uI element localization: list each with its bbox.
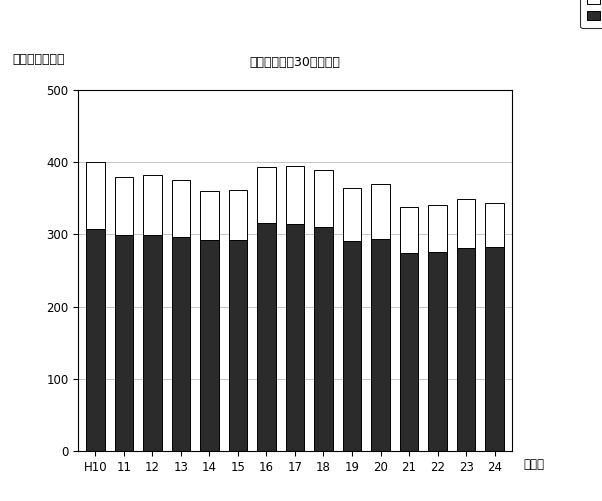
Text: （単位：千円）: （単位：千円）	[12, 53, 64, 66]
Bar	[86, 229, 105, 451]
Text: （年）: （年）	[524, 458, 545, 471]
Bar	[400, 253, 418, 451]
Bar	[172, 236, 190, 451]
Legend: □特別に支給する手当, ■きまって支給する給与: □特別に支給する手当, ■きまって支給する給与	[580, 0, 602, 28]
Bar	[286, 224, 304, 451]
Bar	[229, 190, 247, 239]
Bar	[257, 167, 276, 223]
Bar	[428, 205, 447, 252]
Bar	[457, 248, 476, 451]
Bar	[428, 252, 447, 451]
Bar	[257, 223, 276, 451]
Bar	[400, 207, 418, 253]
Bar	[371, 184, 390, 239]
Bar	[457, 199, 476, 248]
Bar	[143, 175, 162, 235]
Bar	[114, 235, 133, 451]
Bar	[200, 240, 219, 451]
Bar	[485, 203, 504, 246]
Bar	[314, 170, 333, 226]
Bar	[343, 241, 361, 451]
Bar	[314, 226, 333, 451]
Bar	[172, 180, 190, 236]
Bar	[200, 191, 219, 240]
Bar	[86, 162, 105, 229]
Bar	[371, 239, 390, 451]
Text: （事業所規樨30人以上）: （事業所規樨30人以上）	[250, 56, 340, 69]
Bar	[343, 188, 361, 241]
Bar	[143, 235, 162, 451]
Bar	[286, 166, 304, 224]
Bar	[114, 177, 133, 235]
Bar	[229, 239, 247, 451]
Bar	[485, 246, 504, 451]
